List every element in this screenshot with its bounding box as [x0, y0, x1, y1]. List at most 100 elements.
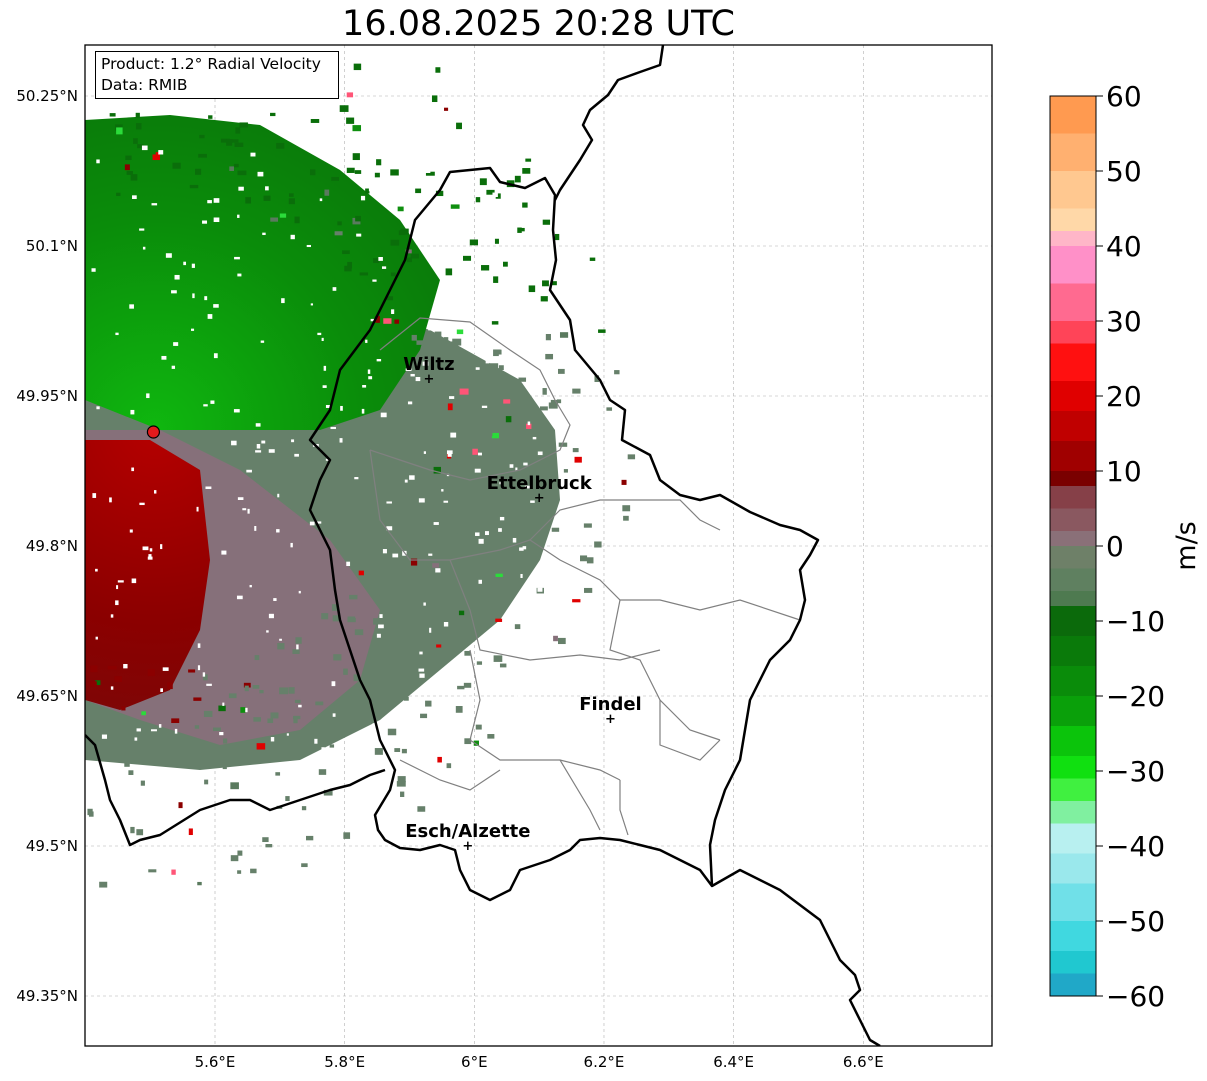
- echo-pixel: [222, 763, 227, 770]
- echo-gap-pixel: [419, 651, 423, 655]
- echo-pixel: [584, 587, 593, 593]
- echo-gap-pixel: [151, 203, 158, 206]
- echo-pixel: [301, 806, 307, 811]
- echo-pixel: [243, 682, 251, 688]
- echo-pixel: [379, 592, 388, 596]
- echo-gap-pixel: [435, 740, 441, 743]
- echo-pixel: [128, 770, 134, 775]
- echo-pixel: [469, 599, 476, 604]
- echo-gap-pixel: [331, 681, 336, 687]
- echo-pixel: [435, 67, 441, 73]
- echo-pixel: [606, 407, 613, 411]
- echo-pixel: [390, 272, 396, 277]
- echo-pixel: [456, 329, 464, 335]
- echo-gap-pixel: [206, 683, 212, 686]
- echo-pixel: [230, 855, 239, 862]
- canton-borders: [369, 317, 801, 836]
- echo-gap-pixel: [430, 162, 435, 166]
- echo-pixel: [121, 706, 126, 711]
- echo-pixel: [557, 637, 566, 645]
- echo-pixel: [621, 479, 627, 485]
- echo-gap-pixel: [519, 547, 524, 551]
- echo-gap-pixel: [447, 453, 452, 457]
- echo-pixel: [457, 533, 463, 537]
- echo-pixel: [240, 707, 246, 713]
- echo-gap-pixel: [360, 195, 366, 201]
- echo-gap-pixel: [141, 145, 148, 151]
- echo-gap-pixel: [509, 661, 514, 664]
- echo-pixel: [536, 444, 545, 450]
- longitude-tick-label: 6.6°E: [843, 1053, 884, 1071]
- echo-pixel: [563, 469, 568, 473]
- echo-pixel: [152, 154, 161, 161]
- echo-pixel: [109, 723, 114, 727]
- echo-gap-pixel: [396, 130, 401, 134]
- radar-site-marker: [146, 425, 161, 439]
- echo-gap-pixel: [290, 234, 295, 240]
- echo-pixel: [508, 521, 516, 528]
- echo-pixel: [114, 676, 122, 682]
- echo-gap-pixel: [368, 376, 373, 380]
- latitude-tick-label: 49.8°N: [26, 537, 78, 555]
- echo-gap-pixel: [493, 291, 497, 296]
- echo-gap-pixel: [478, 152, 482, 157]
- echo-gap-pixel: [392, 553, 399, 558]
- echo-gap-pixel: [250, 152, 256, 157]
- echo-pixel: [542, 219, 551, 225]
- echo-pixel: [408, 481, 413, 489]
- echo-gap-pixel: [207, 314, 213, 319]
- echo-pixel: [374, 172, 380, 178]
- city-ettelbruck: +Ettelbruck: [487, 473, 593, 506]
- echo-pixel: [556, 399, 562, 404]
- echo-pixel: [430, 408, 438, 416]
- echo-gap-pixel: [221, 550, 227, 555]
- echo-pixel: [525, 443, 533, 449]
- echo-pixel: [386, 296, 394, 301]
- echo-pixel: [365, 188, 370, 194]
- product-info-box: Product: 1.2° Radial Velocity Data: RMIB: [95, 51, 339, 99]
- longitude-tick-label: 5.6°E: [195, 1053, 236, 1071]
- echo-gap-pixel: [151, 729, 157, 732]
- echo-pixel: [406, 531, 414, 535]
- echo-gap-pixel: [435, 568, 441, 573]
- map-frame: [84, 44, 993, 1047]
- echo-pixel: [412, 643, 421, 650]
- echo-gap-pixel: [192, 293, 195, 299]
- echo-pixel: [343, 832, 351, 839]
- city-marker-icon: +: [462, 839, 473, 854]
- echo-pixel: [375, 315, 380, 323]
- echo-pixel: [141, 711, 146, 716]
- echo-pixel: [450, 204, 460, 209]
- echo-pixel: [107, 665, 117, 670]
- echo-pixel: [133, 138, 138, 144]
- echo-gap-pixel: [391, 309, 395, 314]
- echo-pixel: [514, 175, 521, 183]
- echo-pixel: [390, 239, 400, 246]
- echo-pixel: [354, 629, 364, 636]
- echo-gap-pixel: [476, 228, 481, 234]
- echo-pixel: [394, 748, 401, 752]
- echo-gap-pixel: [153, 490, 157, 494]
- echo-pixel: [218, 705, 226, 712]
- echo-gap-pixel: [136, 728, 141, 732]
- echo-pixel: [525, 158, 532, 162]
- echo-gap-pixel: [386, 501, 392, 504]
- echo-gap-pixel: [498, 528, 502, 532]
- echo-gap-pixel: [298, 704, 302, 708]
- echo-pixel: [494, 238, 499, 244]
- echo-pixel: [292, 649, 300, 654]
- echo-gap-pixel: [237, 273, 242, 277]
- city-label: Findel: [579, 694, 642, 715]
- echo-pixel: [130, 174, 138, 181]
- echo-pixel: [359, 694, 365, 701]
- echo-pixel: [485, 548, 492, 555]
- echo-pixel: [493, 349, 502, 357]
- echo-gap-pixel: [367, 369, 371, 374]
- echo-pixel: [135, 112, 140, 118]
- echo-pixel: [90, 665, 98, 673]
- echo-pixel: [160, 746, 168, 751]
- echo-pixel: [459, 404, 465, 412]
- echo-pixel: [347, 617, 356, 623]
- echo-pixel: [220, 138, 230, 143]
- echo-gap-pixel: [139, 228, 145, 231]
